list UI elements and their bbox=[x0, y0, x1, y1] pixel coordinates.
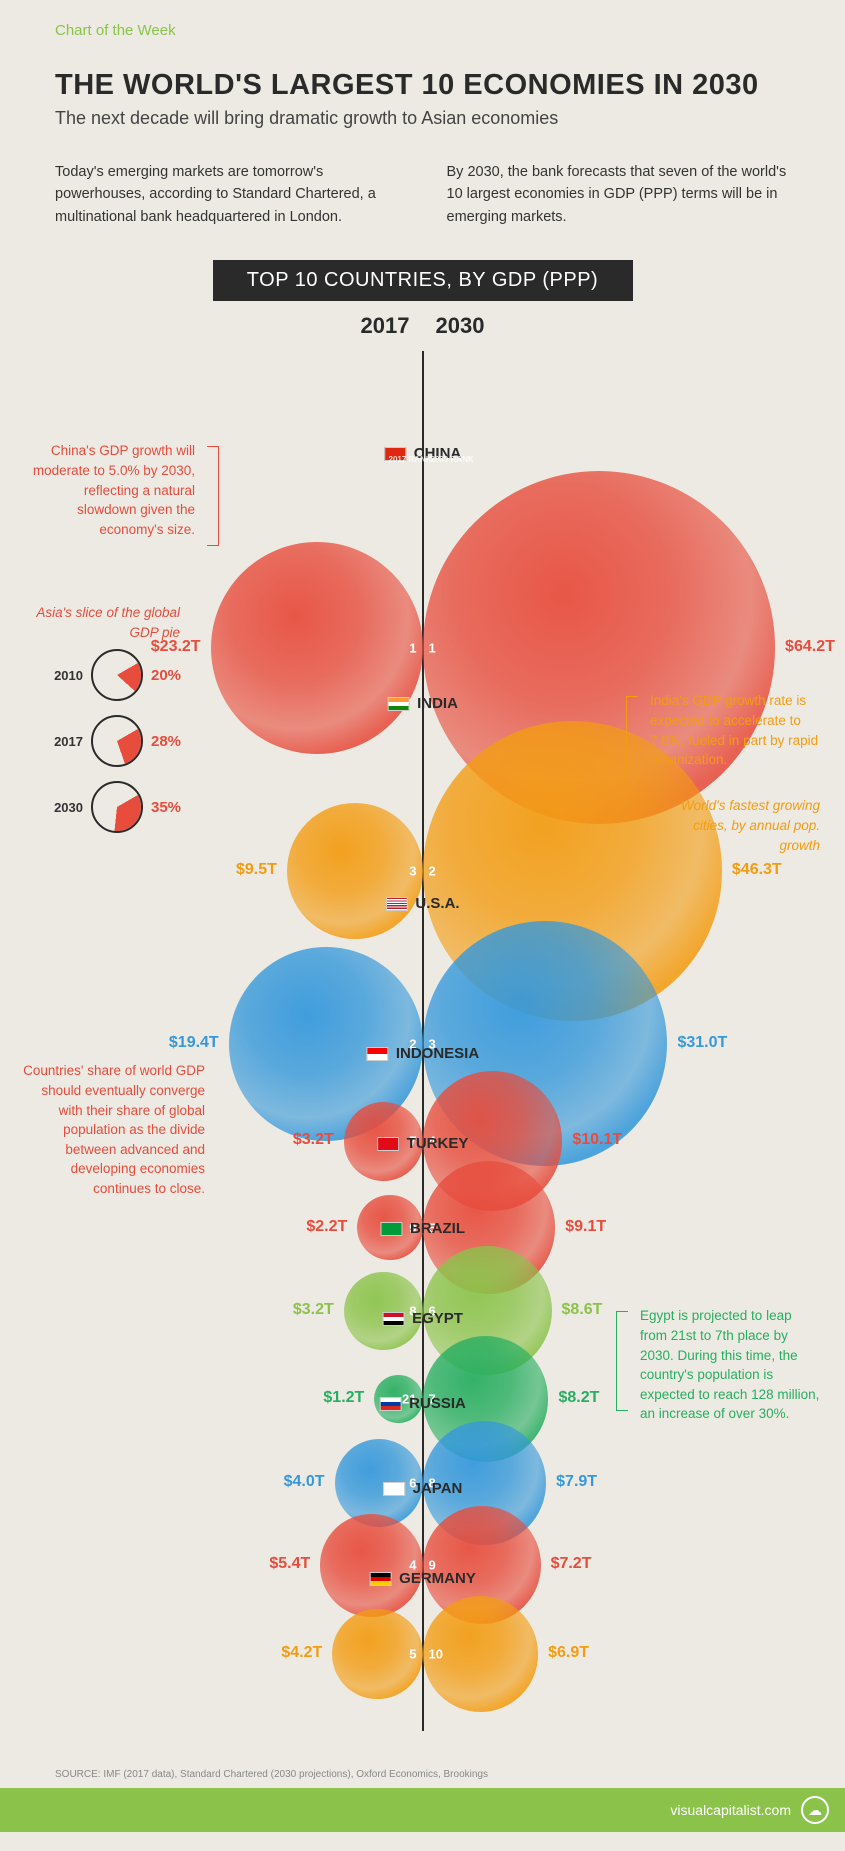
country-name: BRAZIL bbox=[410, 1220, 465, 1237]
flag-icon bbox=[382, 1312, 404, 1326]
pie-icon bbox=[91, 715, 143, 767]
rank-header-left: 2017 RANK bbox=[389, 456, 432, 465]
country-name: U.S.A. bbox=[415, 895, 459, 912]
gdp-2017: $5.4T bbox=[269, 1555, 310, 1573]
flag-icon bbox=[380, 1222, 402, 1236]
country-name: INDIA bbox=[417, 695, 458, 712]
gdp-2030: $64.2T bbox=[785, 638, 835, 656]
flag-icon bbox=[379, 1397, 401, 1411]
rank-2030: 2 bbox=[429, 864, 436, 879]
flag-icon bbox=[377, 1137, 399, 1151]
rank-2030: 1 bbox=[429, 640, 436, 655]
pie-row-2010: 2010 20% bbox=[45, 649, 181, 701]
gdp-2017: $4.2T bbox=[281, 1644, 322, 1662]
flag-icon bbox=[369, 1572, 391, 1586]
pie-year: 2017 bbox=[45, 734, 83, 749]
rank-2017: 3 bbox=[409, 864, 416, 879]
flag-icon bbox=[383, 1482, 405, 1496]
year-left: 2017 bbox=[361, 313, 410, 339]
gdp-2030: $7.9T bbox=[556, 1473, 597, 1491]
gdp-2030: $7.2T bbox=[551, 1555, 592, 1573]
gdp-2030: $8.2T bbox=[558, 1389, 599, 1407]
intro-right: By 2030, the bank forecasts that seven o… bbox=[447, 161, 791, 228]
chart-area: CHINA 1 1 $23.2T $64.2T INDIA 3 2 $9.5T … bbox=[55, 351, 790, 1731]
gdp-2030: $31.0T bbox=[677, 1034, 727, 1052]
bubble-2017: 3 bbox=[287, 803, 423, 939]
rank-2017: 5 bbox=[409, 1647, 416, 1662]
page-title: THE WORLD'S LARGEST 10 ECONOMIES IN 2030 bbox=[55, 69, 790, 102]
country-name: INDONESIA bbox=[396, 1045, 479, 1062]
page-subtitle: The next decade will bring dramatic grow… bbox=[55, 108, 790, 129]
bracket-egypt bbox=[616, 1311, 628, 1411]
gdp-2017: $9.5T bbox=[236, 861, 277, 879]
country-name: EGYPT bbox=[412, 1310, 463, 1327]
rank-2030: 10 bbox=[429, 1647, 443, 1662]
gdp-2017: $1.2T bbox=[323, 1389, 364, 1407]
gdp-2017: $2.2T bbox=[306, 1218, 347, 1236]
flag-icon bbox=[385, 897, 407, 911]
intro-left: Today's emerging markets are tomorrow's … bbox=[55, 161, 399, 228]
pie-year: 2030 bbox=[45, 800, 83, 815]
rank-2017: 1 bbox=[409, 640, 416, 655]
chart-label: Chart of the Week bbox=[55, 22, 790, 39]
gdp-2030: $8.6T bbox=[562, 1301, 603, 1319]
pie-block: 2010 20% 2017 28% 2030 35% bbox=[45, 649, 181, 847]
gdp-2017: $19.4T bbox=[169, 1034, 219, 1052]
annotation-convergence: Countries' share of world GDP should eve… bbox=[20, 1061, 205, 1198]
gdp-2017: $3.2T bbox=[293, 1131, 334, 1149]
annotation-india-sub: World's fastest growing cities, by annua… bbox=[650, 796, 820, 855]
pie-title: Asia's slice of the global GDP pie bbox=[30, 603, 180, 642]
bubble-2030: 10 bbox=[423, 1596, 539, 1712]
country-name: GERMANY bbox=[399, 1570, 476, 1587]
pie-pct: 20% bbox=[151, 667, 181, 684]
bracket-china bbox=[207, 446, 219, 546]
brand-logo-icon: ☁ bbox=[801, 1796, 829, 1824]
gdp-2030: $6.9T bbox=[548, 1644, 589, 1662]
flag-icon bbox=[366, 1047, 388, 1061]
pie-row-2017: 2017 28% bbox=[45, 715, 181, 767]
bracket-india bbox=[626, 696, 638, 776]
pie-pct: 28% bbox=[151, 733, 181, 750]
brand-name: visualcapitalist.com bbox=[670, 1802, 791, 1818]
annotation-china: China's GDP growth will moderate to 5.0%… bbox=[25, 441, 195, 539]
gdp-2030: $10.1T bbox=[572, 1131, 622, 1149]
gdp-2017: $4.0T bbox=[284, 1473, 325, 1491]
annotation-egypt: Egypt is projected to leap from 21st to … bbox=[640, 1306, 820, 1423]
country-name: TURKEY bbox=[407, 1135, 469, 1152]
bubble-2017: 5 bbox=[332, 1609, 422, 1699]
country-name: RUSSIA bbox=[409, 1395, 466, 1412]
country-name: JAPAN bbox=[413, 1480, 463, 1497]
source-text: SOURCE: IMF (2017 data), Standard Charte… bbox=[55, 1769, 488, 1780]
section-banner: TOP 10 COUNTRIES, BY GDP (PPP) bbox=[213, 260, 633, 301]
year-right: 2030 bbox=[436, 313, 485, 339]
pie-icon bbox=[91, 781, 143, 833]
rank-header-right: 2030 RANK bbox=[431, 456, 474, 465]
gdp-2030: $46.3T bbox=[732, 861, 782, 879]
pie-icon bbox=[91, 649, 143, 701]
bubble-2017: 1 bbox=[211, 542, 423, 754]
gdp-2017: $3.2T bbox=[293, 1301, 334, 1319]
pie-year: 2010 bbox=[45, 668, 83, 683]
gdp-2030: $9.1T bbox=[565, 1218, 606, 1236]
bubble-2017: 4 bbox=[320, 1514, 422, 1616]
annotation-india: India's GDP growth rate is expected to a… bbox=[650, 691, 820, 769]
flag-icon bbox=[387, 697, 409, 711]
pie-pct: 35% bbox=[151, 799, 181, 816]
pie-row-2030: 2030 35% bbox=[45, 781, 181, 833]
